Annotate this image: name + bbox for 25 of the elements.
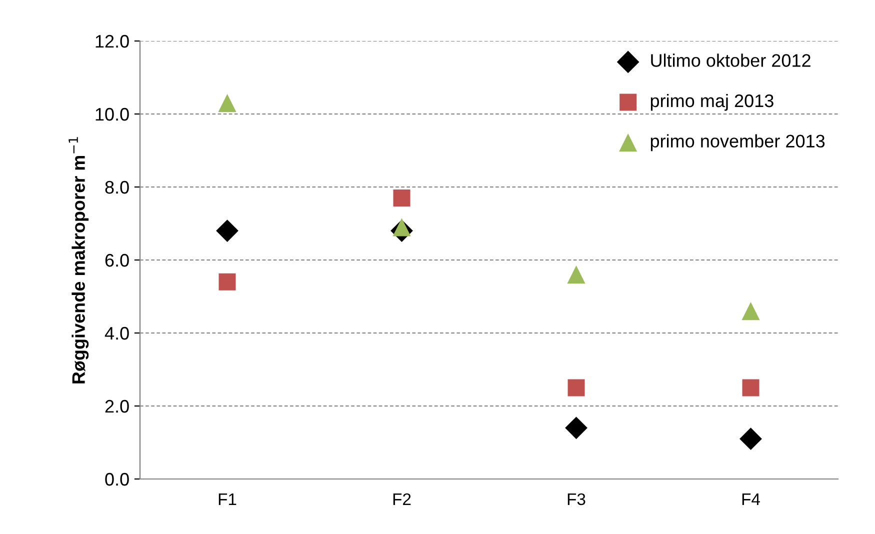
- point: [216, 220, 238, 242]
- y-tick-label: 6.0: [105, 254, 129, 267]
- point: [218, 94, 236, 112]
- y-tick-label: 12.0: [96, 34, 129, 48]
- y-tick-label: 10.0: [96, 108, 129, 121]
- y-tick-label: 0.0: [105, 472, 129, 486]
- point: [218, 273, 236, 290]
- point: [742, 302, 760, 320]
- point: [740, 428, 762, 450]
- legend-label: primo november 2013: [650, 134, 825, 152]
- x-tick-label: F2: [393, 493, 411, 505]
- y-axis-title: Røggivende makroporer m$^{−1}$: [68, 137, 89, 384]
- point: [567, 266, 586, 284]
- y-tick-label: 4.0: [104, 326, 129, 340]
- point: [742, 379, 760, 396]
- x-tick-label: F1: [218, 494, 236, 505]
- y-tick-label: 8.0: [105, 180, 129, 194]
- legend-label: primo maj 2013: [650, 94, 774, 111]
- x-tick-label: F3: [568, 493, 586, 506]
- legend-label: Ultimo oktober 2012: [651, 54, 810, 67]
- y-tick-label: 2.0: [105, 400, 129, 413]
- point: [393, 189, 410, 206]
- point: [565, 416, 588, 440]
- x-tick-label: F4: [742, 494, 760, 505]
- point: [568, 379, 585, 396]
